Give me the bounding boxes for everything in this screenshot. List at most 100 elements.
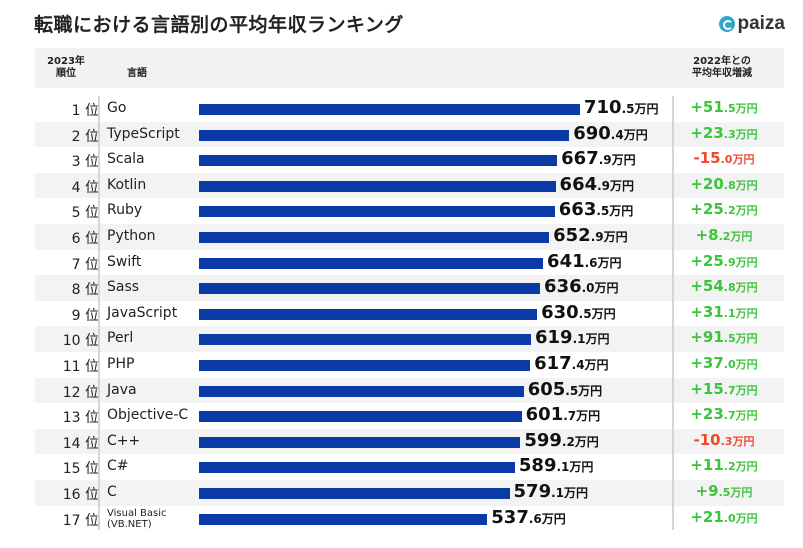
language-label: Swift <box>107 253 142 270</box>
salary-change-label: -10.3万円 <box>693 430 755 449</box>
header-diff-line2: 平均年収増減 <box>692 68 752 79</box>
table-row: 16 位 C 579.1万円 +9.5万円 <box>35 480 784 506</box>
salary-change-label: +21.0万円 <box>690 507 758 526</box>
language-label: JavaScript <box>107 304 178 321</box>
rank-label: 10 位 <box>62 333 99 350</box>
salary-value-label: 605.5万円 <box>527 378 603 400</box>
rank-label: 1 位 <box>71 103 99 119</box>
logo-text: paiza <box>737 13 785 34</box>
salary-change-label: +9.5万円 <box>695 482 753 500</box>
salary-value-label: 619.1万円 <box>534 327 610 349</box>
salary-bar <box>199 104 580 115</box>
salary-bar <box>199 385 524 397</box>
rank-label: 9 位 <box>71 307 99 324</box>
language-label: C <box>107 484 117 500</box>
salary-bar <box>199 180 556 192</box>
salary-change-label: +23.3万円 <box>690 123 758 142</box>
rank-label: 7 位 <box>71 256 99 273</box>
salary-bar <box>199 462 515 474</box>
table-row: 3 位 Scala 667.9万円 -15.0万円 <box>35 147 784 173</box>
rank-label: 14 位 <box>62 435 99 452</box>
header-language: 言語 <box>127 68 147 79</box>
salary-value-label: 652.9万円 <box>553 225 628 246</box>
salary-bar <box>199 283 541 295</box>
header-rank-year: 2023年 <box>47 56 85 67</box>
table-row: 9 位 JavaScript 630.5万円 +31.1万円 <box>35 301 784 327</box>
table-row: 6 位 Python 652.9万円 +8.2万円 <box>35 224 784 250</box>
salary-value-label: 599.2万円 <box>524 429 599 451</box>
salary-change-label: +25.2万円 <box>690 200 758 219</box>
table-header: 2023年 順位 言語 2022年との 平均年収増減 <box>35 48 784 88</box>
salary-value-label: 663.5万円 <box>558 199 634 221</box>
language-label: TypeScript <box>107 125 180 142</box>
language-label: Go <box>107 100 127 116</box>
rank-label: 3 位 <box>71 154 99 171</box>
rank-label: 15 位 <box>62 461 99 478</box>
rank-label: 5 位 <box>71 205 99 222</box>
salary-change-label: +15.7万円 <box>690 379 758 398</box>
table-row: 8 位 Sass 636.0万円 +54.8万円 <box>35 275 784 301</box>
language-label: C# <box>107 458 129 475</box>
language-label: Java <box>107 381 137 398</box>
rank-label: 4 位 <box>71 179 99 196</box>
table-row: 2 位 TypeScript 690.4万円 +23.3万円 <box>35 121 784 148</box>
salary-value-label: 589.1万円 <box>518 455 594 477</box>
table-row: 5 位 Ruby 663.5万円 +25.2万円 <box>35 198 784 224</box>
rank-label: 16 位 <box>62 487 99 503</box>
paiza-logo-icon <box>719 16 736 32</box>
paiza-logo: paiza <box>719 13 785 35</box>
salary-bar <box>199 232 550 243</box>
salary-value-label: 641.6万円 <box>547 250 622 272</box>
chart-title: 転職における言語別の平均年収ランキング <box>34 14 404 36</box>
language-label: C++ <box>107 432 141 449</box>
salary-value-label: 636.0万円 <box>544 276 619 298</box>
salary-bar <box>199 360 531 371</box>
salary-value-label: 667.9万円 <box>561 148 636 170</box>
salary-value-label: 537.6万円 <box>491 506 566 528</box>
table-row: 13 位 Objective-C 601.7万円 +23.7万円 <box>35 403 784 429</box>
salary-value-label: 601.7万円 <box>525 404 601 426</box>
salary-change-label: +8.2万円 <box>695 226 753 244</box>
salary-bar <box>199 129 570 141</box>
language-label: Objective-C <box>107 407 189 424</box>
salary-change-label: +54.8万円 <box>690 277 758 296</box>
language-label: Ruby <box>107 202 143 219</box>
salary-change-label: +25.9万円 <box>690 251 758 270</box>
language-label: Visual Basic (VB.NET) <box>107 507 167 530</box>
table-row: 1 位 Go 710.5万円 +51.5万円 <box>35 96 784 122</box>
salary-value-label: 579.1万円 <box>513 481 589 502</box>
table-row: 14 位 C++ 599.2万円 -10.3万円 <box>35 428 784 455</box>
salary-value-label: 710.5万円 <box>584 97 659 118</box>
salary-value-label: 630.5万円 <box>541 301 616 323</box>
language-label: Sass <box>107 279 140 296</box>
salary-value-label: 664.9万円 <box>559 173 635 195</box>
rank-label: 2 位 <box>71 128 99 145</box>
salary-bar <box>199 206 555 218</box>
header-rank-label: 順位 <box>56 68 76 79</box>
rank-label: 17 位 <box>62 512 99 529</box>
salary-bar <box>199 488 510 499</box>
language-label: Perl <box>107 330 134 347</box>
salary-value-label: 690.4万円 <box>573 122 648 144</box>
salary-change-label: +11.2万円 <box>690 456 758 475</box>
table-row: 7 位 Swift 641.6万円 +25.9万円 <box>35 250 784 276</box>
table-row: 15 位 C# 589.1万円 +11.2万円 <box>35 454 784 480</box>
table-row: 17 位 Visual Basic (VB.NET) 537.6万円 +21.0万円 <box>35 506 784 532</box>
table-row: 4 位 Kotlin 664.9万円 +20.8万円 <box>35 172 784 199</box>
table-row: 12 位 Java 605.5万円 +15.7万円 <box>35 377 784 404</box>
salary-bar <box>199 436 521 448</box>
salary-bar <box>199 513 488 525</box>
salary-bar <box>199 257 544 269</box>
rank-label: 12 位 <box>62 384 99 401</box>
salary-value-label: 617.4万円 <box>534 353 609 374</box>
salary-change-label: +20.8万円 <box>690 174 758 193</box>
rank-label: 8 位 <box>71 282 99 299</box>
table-row: 11 位 PHP 617.4万円 +37.0万円 <box>35 352 784 378</box>
language-label: Kotlin <box>107 176 147 193</box>
language-label: Scala <box>107 151 145 168</box>
salary-change-label: +31.1万円 <box>690 302 758 321</box>
salary-bar <box>199 155 558 167</box>
header-diff: 2022年との 平均年収増減 <box>675 56 769 80</box>
rank-label: 6 位 <box>71 231 99 247</box>
rank-label: 13 位 <box>62 410 99 427</box>
